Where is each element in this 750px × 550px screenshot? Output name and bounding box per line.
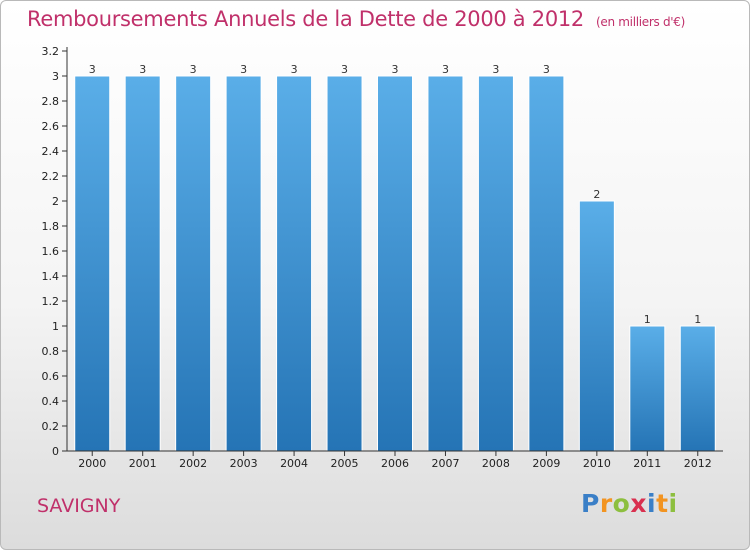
logo-letter: P [581, 489, 600, 518]
y-tick-label: 2.4 [42, 145, 60, 158]
bar-2007 [427, 75, 464, 452]
bar-2006 [377, 75, 413, 452]
x-tick-label: 2011 [633, 457, 661, 470]
y-tick-label: 1.4 [42, 270, 60, 283]
bar-2000 [74, 75, 111, 452]
chart-unit: (en milliers d'€) [596, 15, 686, 29]
value-label: 1 [694, 313, 701, 326]
axes [62, 47, 723, 456]
bar-2011 [629, 325, 666, 452]
bar-2001 [124, 75, 161, 452]
value-label: 1 [644, 313, 651, 326]
value-label: 3 [291, 63, 298, 76]
logo-letter: i [668, 489, 678, 518]
y-tick-label: 0.2 [42, 420, 60, 433]
y-tick-label: 2.2 [42, 170, 60, 183]
x-tick-label: 2002 [179, 457, 207, 470]
y-tick-label: 3 [52, 70, 59, 83]
y-tick-label: 1 [52, 320, 59, 333]
x-tick-label: 2010 [583, 457, 611, 470]
bar-2009 [528, 75, 565, 452]
value-label: 3 [392, 63, 399, 76]
bar-2004 [276, 75, 313, 452]
value-label: 3 [543, 63, 550, 76]
x-tick-label: 2008 [482, 457, 510, 470]
proxiti-logo[interactable]: Proxiti [581, 489, 678, 518]
chart-title-text: Remboursements Annuels de la Dette de 20… [27, 7, 584, 31]
x-tick-label: 2000 [78, 457, 106, 470]
x-tick-label: 2009 [532, 457, 560, 470]
value-label: 3 [341, 63, 348, 76]
logo-letter: t [656, 489, 669, 518]
x-tick-label: 2004 [280, 457, 308, 470]
x-tick-label: 2007 [431, 457, 459, 470]
city-name: SAVIGNY [37, 495, 121, 517]
x-tick-label: 2003 [230, 457, 258, 470]
logo-letter: r [599, 489, 613, 518]
y-tick-label: 0.8 [42, 345, 60, 358]
x-tick-label: 2005 [331, 457, 359, 470]
y-tick-label: 0 [52, 445, 59, 458]
y-tick-label: 1.6 [42, 245, 60, 258]
value-label: 3 [240, 63, 247, 76]
value-label: 3 [190, 63, 197, 76]
y-tick-label: 1.2 [42, 295, 60, 308]
bar-2002 [175, 75, 212, 452]
x-tick-label: 2012 [684, 457, 712, 470]
logo-letter: x [630, 489, 647, 518]
y-tick-label: 2 [52, 195, 59, 208]
bar-2005 [326, 75, 363, 452]
value-label: 3 [442, 63, 449, 76]
logo-letter: i [647, 489, 657, 518]
bars [74, 75, 716, 452]
y-tick-label: 1.8 [42, 220, 60, 233]
y-tick-label: 3.2 [42, 45, 60, 58]
y-tick-label: 0.6 [42, 370, 60, 383]
y-tick-label: 2.6 [42, 120, 60, 133]
value-label: 3 [89, 63, 96, 76]
logo-letter: o [612, 489, 631, 518]
bar-2012 [679, 325, 716, 452]
y-tick-label: 0.4 [42, 395, 60, 408]
x-tick-label: 2001 [129, 457, 157, 470]
x-tick-label: 2006 [381, 457, 409, 470]
value-label: 3 [492, 63, 499, 76]
labels: 0 0.2 0.4 0.6 0.8 1 1.2 1.4 1.6 1.8 2 2.2 2.4 2.6 2.8 3… [42, 45, 712, 470]
bar-2008 [477, 75, 514, 452]
y-tick-label: 2.8 [42, 95, 60, 108]
bar-2003 [225, 75, 262, 452]
value-label: 2 [593, 188, 600, 201]
bar-2010 [578, 200, 615, 452]
chart-title: Remboursements Annuels de la Dette de 20… [27, 7, 685, 31]
value-label: 3 [139, 63, 146, 76]
